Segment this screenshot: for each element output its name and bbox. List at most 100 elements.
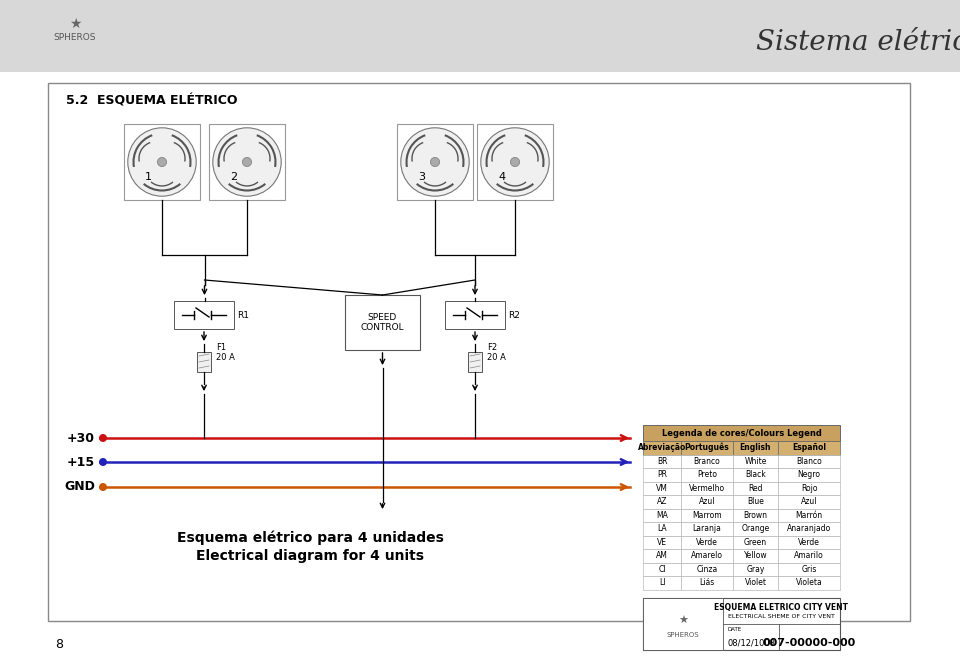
Text: MA: MA xyxy=(656,511,668,519)
Text: VE: VE xyxy=(657,537,667,547)
Bar xyxy=(778,495,840,509)
Circle shape xyxy=(99,458,107,466)
Text: Violet: Violet xyxy=(745,578,766,587)
Text: LI: LI xyxy=(659,578,665,587)
Text: Azul: Azul xyxy=(801,498,817,506)
Circle shape xyxy=(243,157,252,166)
Bar xyxy=(681,454,733,468)
Text: Rojo: Rojo xyxy=(801,484,817,493)
Bar xyxy=(778,535,840,549)
Bar xyxy=(681,509,733,522)
Text: Cinza: Cinza xyxy=(696,565,718,573)
Text: PR: PR xyxy=(657,470,667,480)
Bar xyxy=(0,0,960,72)
Text: VM: VM xyxy=(656,484,668,493)
Bar xyxy=(733,522,778,535)
Text: Yellow: Yellow xyxy=(744,551,767,560)
Bar xyxy=(733,468,778,482)
Bar xyxy=(733,441,778,454)
Circle shape xyxy=(511,157,519,166)
Bar xyxy=(643,509,681,522)
Text: White: White xyxy=(744,457,767,466)
Bar xyxy=(733,482,778,495)
Text: 8: 8 xyxy=(55,639,63,651)
Bar xyxy=(778,441,840,454)
Bar xyxy=(778,576,840,589)
Bar xyxy=(681,468,733,482)
Text: 1: 1 xyxy=(145,172,153,182)
Text: Abreviação: Abreviação xyxy=(637,444,686,452)
Bar xyxy=(778,454,840,468)
Bar xyxy=(0,72,960,666)
Text: ★: ★ xyxy=(678,616,688,626)
Text: CI: CI xyxy=(659,565,665,573)
Bar xyxy=(733,563,778,576)
Bar xyxy=(209,124,285,200)
Text: GND: GND xyxy=(64,480,95,494)
Text: Español: Español xyxy=(792,444,826,452)
Text: Anaranjado: Anaranjado xyxy=(787,524,831,533)
Bar xyxy=(778,522,840,535)
Bar xyxy=(643,597,723,649)
Bar xyxy=(643,454,681,468)
Text: Electrical diagram for 4 units: Electrical diagram for 4 units xyxy=(196,549,424,563)
Text: Red: Red xyxy=(748,484,763,493)
Bar xyxy=(468,352,482,372)
Text: Laranja: Laranja xyxy=(692,524,721,533)
Text: ESQUEMA ELETRICO CITY VENT: ESQUEMA ELETRICO CITY VENT xyxy=(714,603,849,612)
Text: SPHEROS: SPHEROS xyxy=(666,632,699,638)
Text: Sistema elétrico: Sistema elétrico xyxy=(756,29,960,57)
Bar xyxy=(733,454,778,468)
Bar xyxy=(778,563,840,576)
Text: Liás: Liás xyxy=(700,578,714,587)
Text: 007-00000-000: 007-00000-000 xyxy=(763,639,856,649)
Circle shape xyxy=(99,483,107,491)
Text: AM: AM xyxy=(656,551,668,560)
Bar xyxy=(197,352,211,372)
Bar xyxy=(477,124,553,200)
Text: Verde: Verde xyxy=(798,537,820,547)
Bar xyxy=(124,124,200,200)
Text: Gray: Gray xyxy=(746,565,765,573)
Text: Negro: Negro xyxy=(798,470,821,480)
Bar xyxy=(778,549,840,563)
Bar xyxy=(681,482,733,495)
Circle shape xyxy=(481,128,549,196)
Text: Azul: Azul xyxy=(699,498,715,506)
Text: Amarilo: Amarilo xyxy=(794,551,824,560)
Text: Blanco: Blanco xyxy=(796,457,822,466)
Text: Preto: Preto xyxy=(697,470,717,480)
Circle shape xyxy=(401,128,469,196)
Text: LA: LA xyxy=(658,524,667,533)
Bar xyxy=(643,495,681,509)
Text: SPEED
CONTROL: SPEED CONTROL xyxy=(361,313,404,332)
Bar xyxy=(681,441,733,454)
Bar xyxy=(681,549,733,563)
Bar xyxy=(778,509,840,522)
Bar xyxy=(733,535,778,549)
Text: Brown: Brown xyxy=(743,511,767,519)
Bar xyxy=(681,495,733,509)
Bar xyxy=(681,535,733,549)
Text: ★: ★ xyxy=(69,17,82,31)
Text: Marrom: Marrom xyxy=(692,511,722,519)
Bar xyxy=(643,563,681,576)
Text: 20 A: 20 A xyxy=(487,354,506,362)
Bar xyxy=(48,83,910,621)
Bar xyxy=(445,301,505,329)
Bar xyxy=(174,301,234,329)
Bar xyxy=(681,563,733,576)
Bar xyxy=(345,295,420,350)
Bar xyxy=(643,468,681,482)
Bar xyxy=(643,597,840,649)
Text: Esquema elétrico para 4 unidades: Esquema elétrico para 4 unidades xyxy=(177,531,444,545)
Text: 08/12/1008: 08/12/1008 xyxy=(727,639,775,648)
Text: ELECTRICAL SHEME OF CITY VENT: ELECTRICAL SHEME OF CITY VENT xyxy=(728,614,835,619)
Circle shape xyxy=(157,157,167,166)
Text: Branco: Branco xyxy=(694,457,720,466)
Bar xyxy=(733,509,778,522)
Circle shape xyxy=(99,434,107,442)
Text: SPHEROS: SPHEROS xyxy=(54,33,96,43)
Text: F2: F2 xyxy=(487,344,497,352)
Bar xyxy=(643,576,681,589)
